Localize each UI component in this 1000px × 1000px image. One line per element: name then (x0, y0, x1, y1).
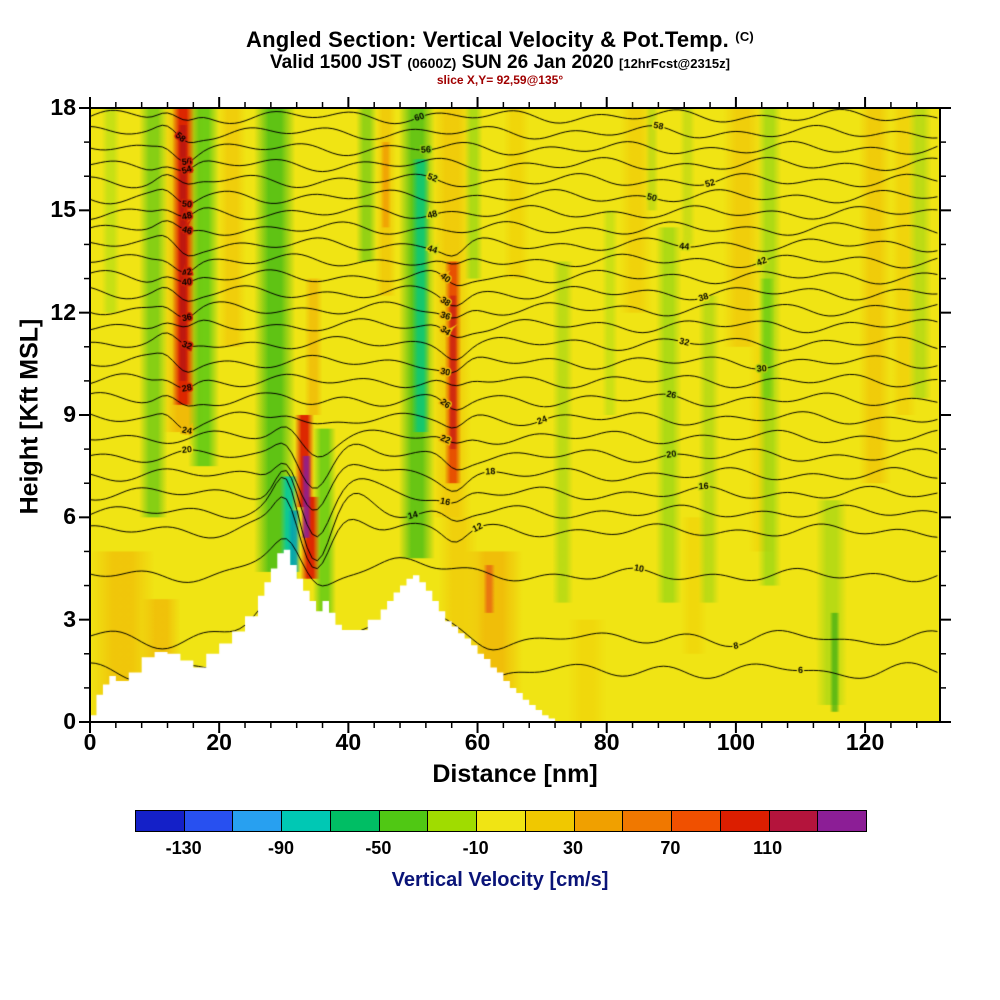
colorbar-tick-label: -10 (462, 838, 489, 858)
x-axis-tick-label: 0 (83, 729, 97, 755)
x-axis-tick-label: 60 (464, 729, 491, 755)
colorbar-tick-label: 110 (753, 838, 783, 858)
colorbar-segment (428, 811, 478, 831)
valid-time-date: SUN 26 Jan 2020 (461, 52, 614, 73)
x-axis-tick-label: 80 (593, 729, 620, 755)
y-axis-label: Height [Kft MSL] (15, 318, 44, 515)
x-axis-tick-label: 100 (716, 729, 756, 755)
colorbar (135, 810, 867, 832)
forecast-info: [12hrFcst@2315z] (619, 56, 730, 71)
colorbar-segment (672, 811, 721, 831)
y-axis-tick-label: 18 (50, 94, 76, 120)
valid-time-utc: (0600Z) (407, 55, 457, 71)
colorbar-segment (233, 811, 283, 831)
x-axis-label: Distance [nm] (432, 760, 598, 788)
colorbar-tick-label: -130 (165, 838, 202, 858)
y-axis-tick-label: 0 (63, 708, 76, 734)
colorbar-segment (330, 811, 380, 831)
colorbar-segment (574, 811, 624, 831)
colorbar-segment (184, 811, 234, 831)
colorbar-tick-label: -90 (267, 838, 294, 858)
colorbar-segment (623, 811, 673, 831)
y-axis-tick-label: 3 (63, 605, 76, 632)
slice-info-line: slice X,Y= 92,59@135° (436, 73, 564, 87)
colorbar-segment (769, 811, 819, 831)
colorbar-tick-label: 30 (562, 838, 584, 858)
colorbar-segment (477, 811, 526, 831)
chart-title-unit: (C) (735, 29, 754, 44)
colorbar-segment (525, 811, 575, 831)
colorbar-tick-label: -50 (365, 838, 392, 858)
colorbar-tick-label: 70 (660, 838, 681, 858)
chart-title-text: Angled Section: Vertical Velocity & Pot.… (246, 27, 729, 52)
x-axis-tick-label: 120 (845, 729, 885, 755)
colorbar-segment (720, 811, 770, 831)
chart-title: Angled Section: Vertical Velocity & Pot.… (0, 27, 1000, 53)
colorbar-segment (818, 811, 867, 831)
colorbar-segment (282, 811, 331, 831)
cross-section-plot-canvas (90, 108, 940, 722)
y-axis-tick-label: 15 (50, 196, 76, 223)
colorbar-segment (136, 811, 185, 831)
x-axis-tick-label: 40 (335, 729, 362, 755)
colorbar-caption: Vertical Velocity [cm/s] (391, 869, 609, 891)
valid-time-line: Valid 1500 JST (0600Z) SUN 26 Jan 2020 [… (0, 52, 1000, 74)
valid-time-prefix: Valid 1500 JST (270, 52, 403, 73)
colorbar-segment (379, 811, 429, 831)
x-axis-tick-label: 20 (206, 729, 232, 755)
